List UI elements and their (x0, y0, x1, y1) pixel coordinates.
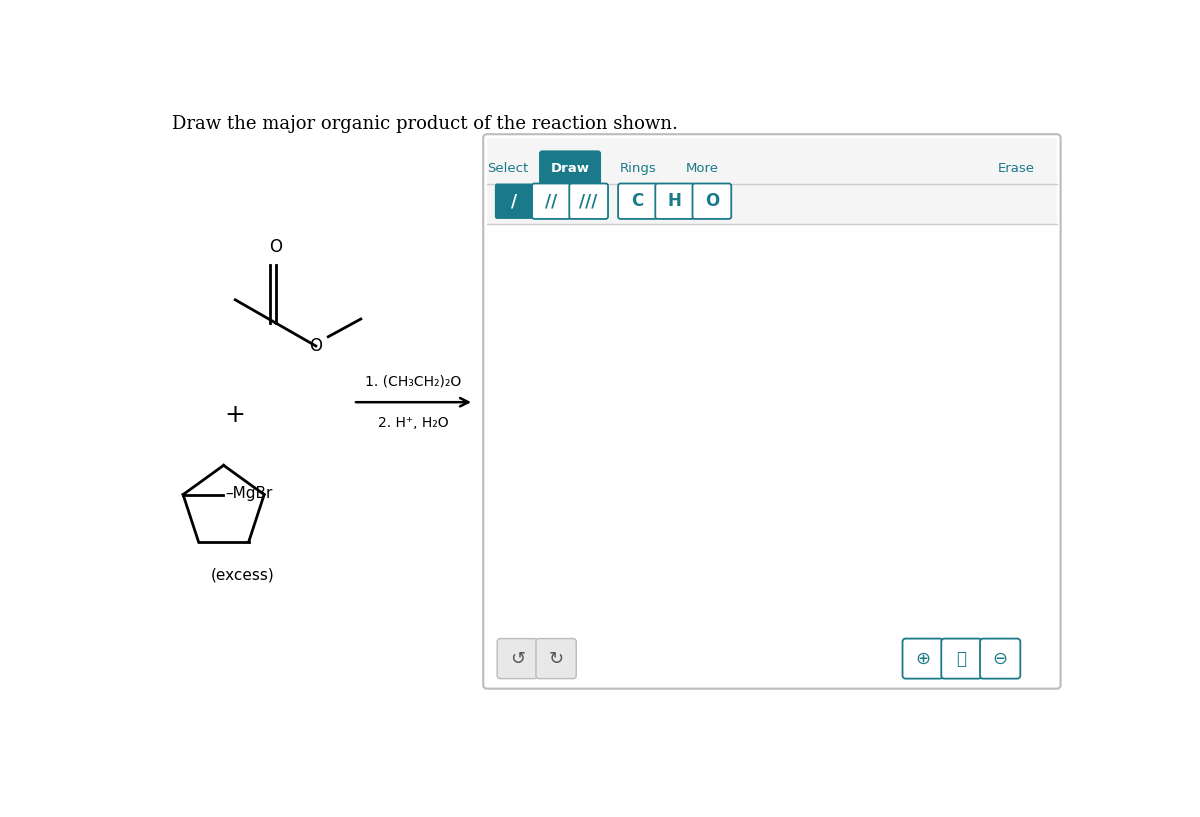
Text: ↺: ↺ (510, 650, 524, 667)
FancyBboxPatch shape (497, 639, 538, 679)
FancyBboxPatch shape (941, 639, 982, 679)
Text: ⊕: ⊕ (916, 650, 930, 667)
Text: –MgBr: –MgBr (224, 486, 272, 502)
Text: More: More (685, 163, 719, 176)
FancyBboxPatch shape (655, 184, 694, 219)
Text: H: H (667, 192, 682, 210)
Text: Select: Select (487, 163, 529, 176)
Text: //: // (545, 192, 558, 210)
FancyBboxPatch shape (487, 138, 1057, 225)
Text: C: C (631, 192, 643, 210)
FancyBboxPatch shape (569, 184, 608, 219)
Text: ⊖: ⊖ (992, 650, 1008, 667)
Text: Rings: Rings (620, 163, 656, 176)
Text: 1. (CH₃CH₂)₂O: 1. (CH₃CH₂)₂O (365, 374, 462, 388)
Text: O: O (704, 192, 719, 210)
Text: ///: /// (580, 192, 598, 210)
Text: ↻: ↻ (548, 650, 564, 667)
FancyBboxPatch shape (536, 639, 576, 679)
FancyBboxPatch shape (618, 184, 656, 219)
Text: Erase: Erase (998, 163, 1034, 176)
Text: Draw: Draw (551, 163, 589, 176)
Text: Draw the major organic product of the reaction shown.: Draw the major organic product of the re… (172, 115, 678, 133)
Text: 2. H⁺, H₂O: 2. H⁺, H₂O (378, 416, 449, 430)
FancyBboxPatch shape (902, 639, 943, 679)
Text: /: / (511, 192, 517, 210)
Text: O: O (269, 238, 282, 256)
Text: (excess): (excess) (211, 568, 275, 583)
FancyBboxPatch shape (484, 134, 1061, 689)
FancyBboxPatch shape (494, 184, 534, 219)
Text: ⌕: ⌕ (956, 650, 966, 667)
Text: O: O (310, 337, 323, 355)
FancyBboxPatch shape (980, 639, 1020, 679)
FancyBboxPatch shape (539, 150, 601, 187)
Text: +: + (224, 404, 246, 427)
FancyBboxPatch shape (532, 184, 571, 219)
FancyBboxPatch shape (692, 184, 731, 219)
